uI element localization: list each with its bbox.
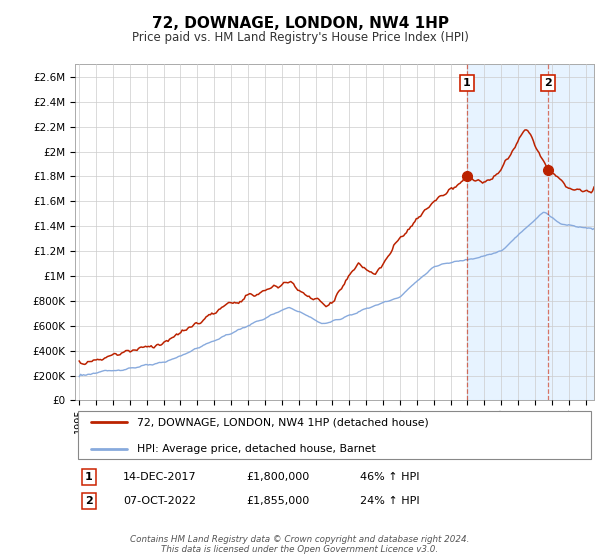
Text: HPI: Average price, detached house, Barnet: HPI: Average price, detached house, Barn…: [137, 444, 376, 454]
Text: 46% ↑ HPI: 46% ↑ HPI: [360, 472, 419, 482]
FancyBboxPatch shape: [77, 412, 592, 459]
Text: 72, DOWNAGE, LONDON, NW4 1HP (detached house): 72, DOWNAGE, LONDON, NW4 1HP (detached h…: [137, 417, 429, 427]
Text: 72, DOWNAGE, LONDON, NW4 1HP: 72, DOWNAGE, LONDON, NW4 1HP: [151, 16, 449, 31]
Text: 1: 1: [85, 472, 92, 482]
Text: £1,800,000: £1,800,000: [246, 472, 309, 482]
Text: Price paid vs. HM Land Registry's House Price Index (HPI): Price paid vs. HM Land Registry's House …: [131, 31, 469, 44]
Text: 2: 2: [544, 78, 552, 88]
Text: 24% ↑ HPI: 24% ↑ HPI: [360, 496, 419, 506]
Text: 14-DEC-2017: 14-DEC-2017: [123, 472, 197, 482]
Text: £1,855,000: £1,855,000: [246, 496, 309, 506]
Bar: [467, 64, 594, 400]
Text: Contains HM Land Registry data © Crown copyright and database right 2024.
This d: Contains HM Land Registry data © Crown c…: [130, 535, 470, 554]
Text: 07-OCT-2022: 07-OCT-2022: [123, 496, 196, 506]
Text: 1: 1: [463, 78, 470, 88]
Text: 2: 2: [85, 496, 92, 506]
